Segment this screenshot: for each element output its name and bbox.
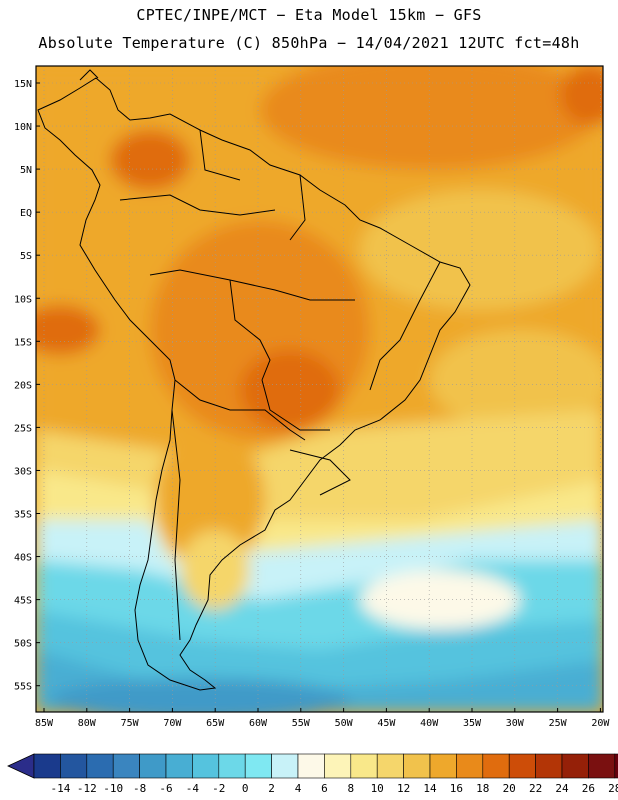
latitude-label: 10S <box>14 294 32 305</box>
longitude-label: 80W <box>78 718 97 729</box>
latitude-label: 5S <box>20 251 32 262</box>
longitude-label: 70W <box>163 718 182 729</box>
legend-label: -4 <box>186 782 200 795</box>
legend-label: 20 <box>503 782 516 795</box>
coastlines <box>37 69 471 691</box>
longitude-label: 85W <box>35 718 54 729</box>
legend-label: 26 <box>582 782 595 795</box>
legend-low-arrow <box>7 753 35 779</box>
longitude-label: 45W <box>377 718 396 729</box>
legend-swatch <box>324 753 352 779</box>
longitude-label: 65W <box>206 718 225 729</box>
latitude-label: 15S <box>14 337 32 348</box>
coordinate-grid <box>36 66 603 712</box>
title-line-2: Absolute Temperature (C) 850hPa − 14/04/… <box>38 34 580 52</box>
legend-label: 2 <box>268 782 275 795</box>
legend-label: 16 <box>450 782 463 795</box>
legend-label: 10 <box>371 782 384 795</box>
latitude-label: 15N <box>14 79 32 90</box>
title-line-1: CPTEC/INPE/MCT − Eta Model 15km − GFS <box>136 6 482 24</box>
latitude-label: 5N <box>20 165 32 176</box>
legend-swatch <box>112 753 140 779</box>
longitude-label: 50W <box>335 718 354 729</box>
legend-swatch <box>588 753 616 779</box>
legend-label: -12 <box>77 782 97 795</box>
legend-label: 14 <box>423 782 437 795</box>
temperature-map: 15N 10N 5N EQ 5S 10S 15S 20S 25S 30S 35S 40S 45S 50S 5… <box>14 65 610 729</box>
legend-swatch <box>33 753 61 779</box>
color-legend: -14 -12 -10 -8 -6 -4 -2 0 2 4 6 8 10 12 14 16 18 20 22 24 26… <box>7 753 618 795</box>
legend-label: 12 <box>397 782 410 795</box>
legend-label: 6 <box>321 782 328 795</box>
legend-swatch <box>271 753 299 779</box>
legend-swatch <box>561 753 589 779</box>
latitude-label: 50S <box>14 639 32 650</box>
latitude-label: 35S <box>14 510 32 521</box>
longitude-label: 25W <box>549 718 568 729</box>
legend-swatch <box>508 753 536 779</box>
legend-swatch <box>482 753 510 779</box>
latitude-label: 30S <box>14 466 32 477</box>
temperature-field <box>36 66 603 712</box>
legend-label: 0 <box>242 782 249 795</box>
longitude-label: 35W <box>463 718 482 729</box>
legend-label: -2 <box>212 782 225 795</box>
legend-label: -14 <box>50 782 70 795</box>
legend-swatch <box>535 753 563 779</box>
longitude-label: 55W <box>292 718 311 729</box>
legend-label: -10 <box>103 782 123 795</box>
legend-swatch <box>376 753 404 779</box>
longitude-label: 60W <box>249 718 268 729</box>
legend-swatch <box>456 753 484 779</box>
legend-swatch <box>165 753 193 779</box>
legend-swatch <box>297 753 325 779</box>
legend-swatch <box>60 753 88 779</box>
legend-swatch <box>192 753 220 779</box>
latitude-label: 45S <box>14 596 32 607</box>
legend-label: 24 <box>555 782 569 795</box>
legend-label: 18 <box>476 782 489 795</box>
legend-swatch <box>86 753 114 779</box>
legend-swatch <box>350 753 378 779</box>
legend-swatch <box>614 753 618 779</box>
latitude-label: 10N <box>14 122 32 133</box>
latitude-labels: 15N 10N 5N EQ 5S 10S 15S 20S 25S 30S 35S 40S 45S 50S 5… <box>14 79 40 693</box>
longitude-label: 30W <box>506 718 525 729</box>
latitude-label: 20S <box>14 380 32 391</box>
longitude-labels: 85W 80W 75W 70W 65W 60W 55W 50W 45W 40W 35W 30W 25W 2… <box>35 708 610 729</box>
legend-label: -6 <box>159 782 172 795</box>
longitude-label: 40W <box>420 718 439 729</box>
legend-label: 4 <box>295 782 302 795</box>
latitude-label: 55S <box>14 682 32 693</box>
latitude-label: EQ <box>20 208 32 219</box>
legend-swatch <box>139 753 167 779</box>
legend-label: 28 <box>608 782 618 795</box>
legend-label: 22 <box>529 782 542 795</box>
longitude-label: 20W <box>591 718 610 729</box>
legend-label: -8 <box>133 782 146 795</box>
latitude-label: 40S <box>14 553 32 564</box>
legend-swatch <box>244 753 272 779</box>
legend-swatch <box>403 753 431 779</box>
legend-label: 8 <box>347 782 354 795</box>
map-frame <box>35 65 604 713</box>
legend-swatch <box>429 753 457 779</box>
latitude-label: 25S <box>14 423 32 434</box>
legend-swatch <box>218 753 246 779</box>
longitude-label: 75W <box>121 718 140 729</box>
